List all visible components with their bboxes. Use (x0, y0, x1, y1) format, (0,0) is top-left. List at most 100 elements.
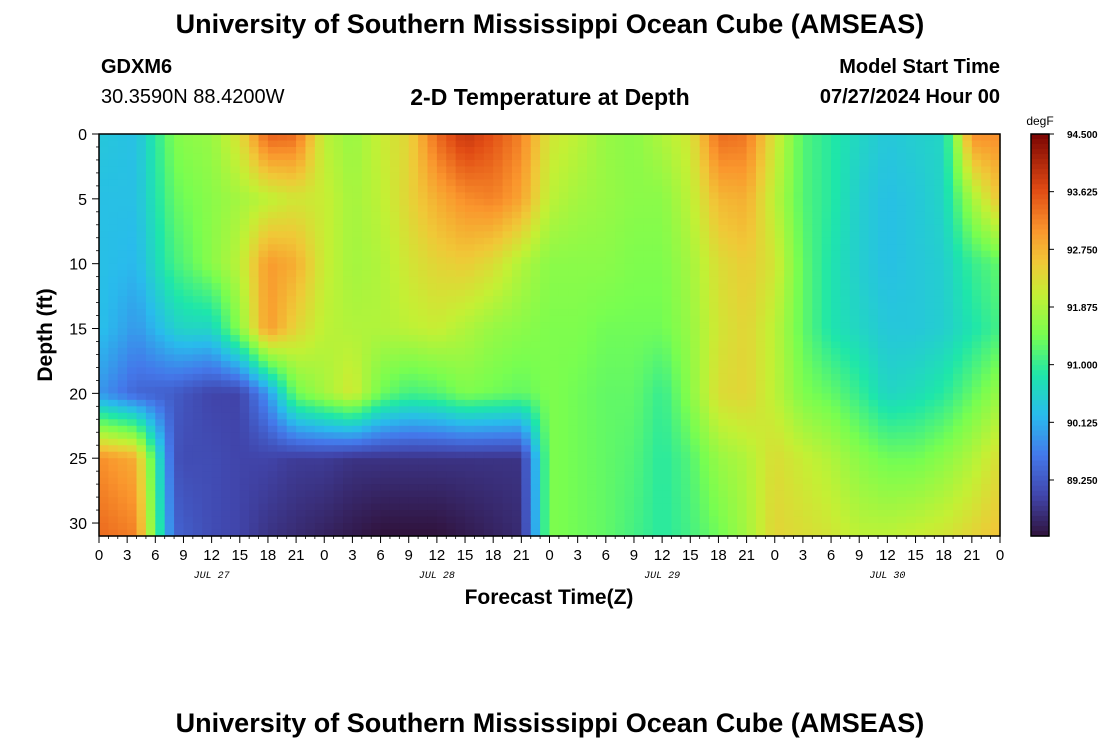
heatmap-cell (324, 302, 335, 310)
heatmap-cell (755, 289, 766, 297)
heatmap-cell (192, 380, 203, 388)
heatmap-cell (643, 296, 654, 304)
heatmap-cell (399, 393, 410, 401)
heatmap-cell (831, 477, 842, 485)
heatmap-cell (333, 302, 344, 310)
heatmap-cell (615, 516, 626, 524)
heatmap-cell (746, 393, 757, 401)
heatmap-cell (624, 386, 635, 394)
heatmap-cell (277, 386, 288, 394)
heatmap-cell (765, 309, 776, 317)
heatmap-cell (633, 244, 644, 252)
heatmap-cell (474, 322, 485, 330)
heatmap-cell (211, 231, 222, 239)
heatmap-cell (774, 140, 785, 148)
heatmap-cell (765, 328, 776, 336)
heatmap-cell (324, 464, 335, 472)
heatmap-cell (305, 315, 316, 323)
heatmap-cell (221, 250, 231, 258)
heatmap-cell (371, 270, 382, 278)
heatmap-cell (662, 244, 673, 252)
heatmap-cell (483, 244, 494, 252)
heatmap-cell (831, 516, 842, 524)
heatmap-cell (577, 244, 588, 252)
heatmap-cell (493, 458, 504, 466)
heatmap-cell (549, 296, 560, 304)
heatmap-cell (521, 328, 532, 336)
heatmap-cell (258, 451, 269, 459)
heatmap-cell (343, 263, 354, 271)
heatmap-cell (145, 276, 156, 284)
heatmap-cell (192, 445, 203, 453)
heatmap-cell (605, 451, 616, 459)
heatmap-cell (258, 244, 269, 252)
heatmap-cell (343, 159, 354, 168)
heatmap-cell (352, 451, 363, 459)
heatmap-cell (183, 257, 194, 265)
heatmap-cell (117, 490, 128, 498)
heatmap-cell (455, 270, 466, 278)
heatmap-cell (596, 205, 607, 213)
heatmap-cell (615, 289, 626, 297)
heatmap-cell (108, 224, 119, 232)
heatmap-cell (455, 146, 466, 155)
heatmap-cell (774, 224, 785, 232)
heatmap-cell (558, 296, 569, 304)
heatmap-cell (765, 373, 776, 381)
heatmap-cell (465, 198, 476, 206)
heatmap-cell (662, 211, 673, 219)
heatmap-cell (784, 490, 795, 498)
heatmap-cell (305, 270, 316, 278)
heatmap-cell (549, 503, 560, 511)
heatmap-cell (408, 146, 419, 155)
heatmap-cell (427, 458, 438, 466)
heatmap-cell (389, 192, 400, 200)
heatmap-cell (296, 490, 307, 498)
heatmap-cell (812, 166, 823, 174)
heatmap-cell (296, 146, 307, 155)
heatmap-cell (474, 205, 485, 213)
heatmap-cell (296, 523, 307, 531)
heatmap-cell (755, 309, 766, 317)
heatmap-cell (117, 438, 128, 446)
heatmap-cell (784, 263, 795, 271)
heatmap-cell (699, 529, 710, 537)
heatmap-cell (155, 464, 166, 472)
heatmap-cell (183, 244, 194, 252)
heatmap-cell (371, 283, 382, 291)
heatmap-cell (211, 276, 222, 284)
heatmap-cell (389, 309, 400, 317)
heatmap-cell (746, 490, 757, 498)
heatmap-cell (709, 412, 720, 420)
heatmap-cell (455, 302, 466, 310)
heatmap-cell (821, 490, 832, 498)
heatmap-cell (127, 302, 138, 310)
heatmap-cell (727, 425, 738, 433)
heatmap-cell (568, 283, 579, 291)
heatmap-cell (455, 315, 466, 323)
heatmap-cell (746, 140, 757, 148)
heatmap-cell (258, 166, 269, 174)
heatmap-cell (164, 464, 175, 472)
heatmap-cell (605, 464, 616, 472)
heatmap-cell (577, 140, 588, 148)
heatmap-cell (202, 451, 213, 459)
heatmap-cell (117, 393, 128, 401)
heatmap-cell (427, 497, 438, 505)
heatmap-cell (643, 510, 654, 518)
heatmap-cell (577, 263, 588, 271)
heatmap-cell (511, 516, 522, 524)
heatmap-cell (633, 347, 644, 356)
heatmap-cell (530, 283, 541, 291)
heatmap-cell (558, 471, 569, 479)
heatmap-cell (737, 341, 748, 349)
heatmap-cell (418, 367, 429, 375)
heatmap-cell (849, 335, 860, 343)
heatmap-cell (774, 322, 785, 330)
heatmap-cell (521, 211, 532, 219)
heatmap-cell (117, 134, 128, 142)
heatmap-cell (624, 296, 635, 304)
heatmap-cell (436, 354, 447, 362)
heatmap-cell (699, 257, 710, 265)
heatmap-cell (99, 373, 109, 381)
